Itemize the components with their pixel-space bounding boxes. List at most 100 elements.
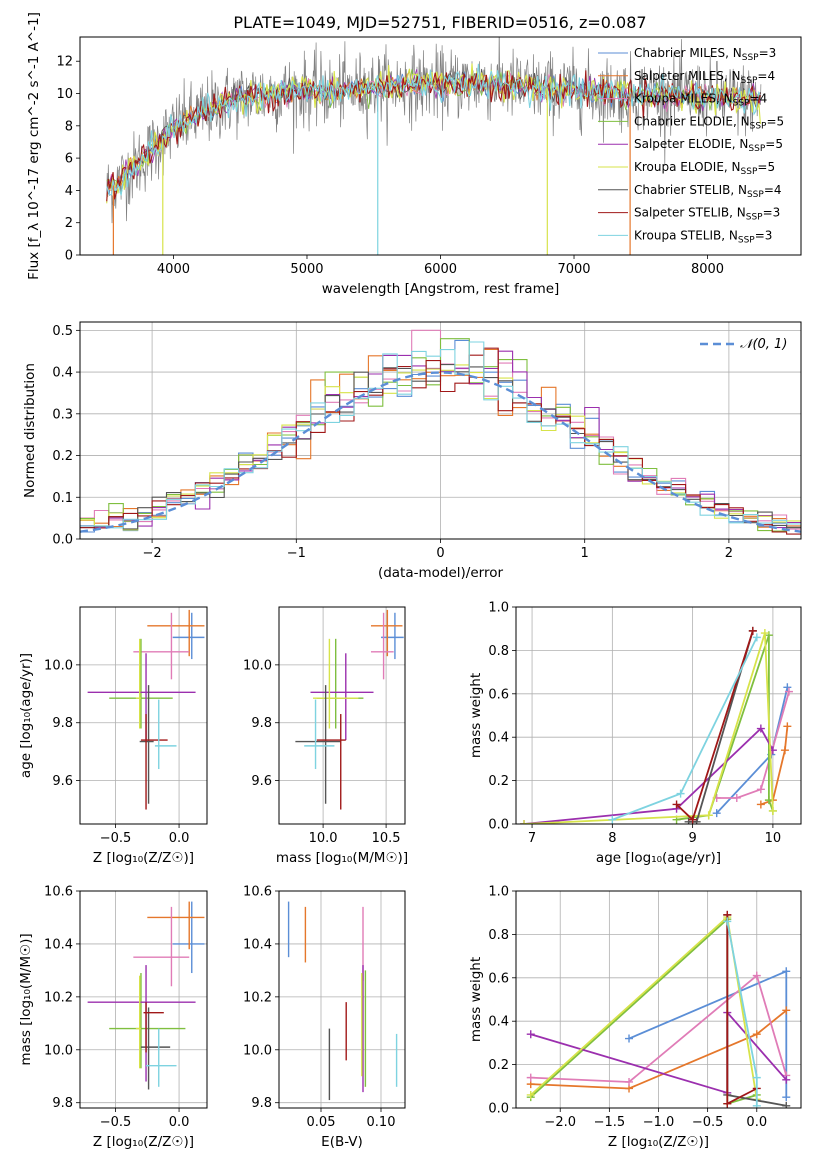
- plot-area: [526, 910, 791, 1108]
- legend-label-kroupa-miles: Kroupa MILES, NSSP=4: [634, 92, 767, 109]
- weight-marker: [780, 746, 789, 755]
- weight-line-kroupa-miles: [530, 974, 788, 1083]
- y-tick-label: 10.6: [44, 885, 73, 900]
- weight-marker: [526, 1030, 535, 1039]
- x-tick-label: 0.0: [746, 1115, 767, 1130]
- y-tick-label: 8: [65, 119, 73, 134]
- axes-overlay: −2.0 −1.5 −1.0 −0.5 0.0 0.0 0.2 0.4 0.6 0.8 1.0 Z […: [468, 885, 802, 1150]
- y-axis-label: mass weight: [468, 957, 484, 1042]
- errorbar-salpeter-elodie: [310, 653, 374, 741]
- plot-area: [87, 609, 205, 810]
- weight-marker: [768, 806, 777, 815]
- x-tick-label: −1: [287, 546, 306, 561]
- y-axis-label: Normed distribution: [22, 363, 38, 498]
- x-tick-label: 1: [581, 546, 589, 561]
- axes-frame: [79, 890, 208, 1109]
- weight-marker: [684, 817, 693, 824]
- x-tick-label: 8000: [691, 262, 724, 277]
- errorbar-salpeter-stelib: [316, 714, 346, 810]
- y-tick-label: 12: [56, 55, 73, 70]
- y-tick-label: 0.0: [52, 533, 73, 548]
- errorbar-kroupa-elodie: [135, 975, 141, 1069]
- axes-overlay: 4000 5000 6000 7000 8000 0 2 4 6 8 10 12 wavelength …: [26, 12, 802, 297]
- chart-mass-vs-ebv: 0.05 0.10 9.8 10.0 10.2 10.4 10.6 E(B-V): [243, 885, 406, 1150]
- errorbar-salpeter-stelib: [140, 714, 168, 810]
- x-tick-label: 5000: [290, 262, 323, 277]
- x-tick-label: 0.0: [169, 831, 190, 846]
- weight-marker: [783, 722, 792, 731]
- weight-marker: [752, 1073, 761, 1082]
- errorbar-salpeter-stelib: [143, 1002, 164, 1053]
- y-tick-label: 10: [56, 87, 73, 102]
- model-line-salpeter-stelib: [106, 70, 761, 202]
- weight-marker: [756, 785, 765, 794]
- plot-area: [80, 329, 801, 535]
- y-tick-label: 0.0: [488, 818, 509, 833]
- y-tick-label: 4: [65, 184, 73, 199]
- y-tick-label: 0: [65, 249, 73, 264]
- y-tick-label: 10.0: [243, 1043, 272, 1058]
- weight-marker: [783, 683, 792, 692]
- y-tick-label: 9.8: [52, 716, 73, 731]
- weight-line-salpeter-miles: [530, 1009, 787, 1090]
- errorbar-kroupa-elodie: [135, 638, 141, 729]
- weight-marker: [782, 1075, 791, 1084]
- y-tick-label: 10.0: [44, 658, 73, 673]
- y-tick-label: 2: [65, 216, 73, 231]
- weight-marker: [782, 1093, 791, 1102]
- chart-age-vs-mass: 10.0 10.5 9.6 9.8 10.0 mass [log₁₀(M/M☉)]: [243, 606, 408, 866]
- weight-marker: [526, 1073, 535, 1082]
- model-line-kroupa-stelib: [106, 63, 761, 196]
- y-tick-label: 0.4: [488, 1015, 509, 1030]
- plot-area: [106, 37, 762, 255]
- weight-marker: [676, 789, 685, 798]
- errorbar-salpeter-miles: [147, 901, 205, 950]
- y-tick-label: 9.8: [251, 1096, 272, 1111]
- axes-frame: [278, 606, 406, 825]
- y-tick-label: 6: [65, 152, 73, 167]
- x-tick-label: 0: [436, 546, 444, 561]
- x-axis-label: E(B-V): [321, 1134, 363, 1150]
- x-axis-label: age [log₁₀(age/yr)]: [596, 850, 721, 866]
- y-tick-label: 10.6: [243, 885, 272, 900]
- y-tick-label: 10.2: [44, 990, 73, 1005]
- errorbar-chabrier-stelib: [295, 685, 341, 804]
- x-tick-label: −0.5: [100, 831, 132, 846]
- x-tick-label: 6000: [424, 262, 457, 277]
- weight-marker: [625, 1077, 634, 1086]
- errorbar-kroupa-stelib: [304, 699, 335, 770]
- weight-marker: [760, 629, 769, 638]
- model-line-kroupa-elodie: [106, 63, 761, 204]
- errorbar-salpeter-miles: [370, 609, 403, 657]
- weight-line-salpeter-elodie: [523, 727, 774, 824]
- x-tick-label: 9: [688, 831, 696, 846]
- axes-overlay: −0.5 0.0 9.6 9.8 10.0 Z [log₁₀(Z/Z☉)] age [log…: [18, 606, 208, 866]
- x-axis-label: Z [log₁₀(Z/Z☉)]: [608, 1134, 709, 1150]
- y-axis-label: mass [log₁₀(M/M☉)]: [18, 933, 34, 1065]
- plot-area: [295, 609, 404, 810]
- y-tick-label: 0.4: [52, 366, 73, 381]
- weight-marker: [608, 815, 617, 824]
- y-tick-label: 9.8: [52, 1096, 73, 1111]
- axes-overlay: 0.05 0.10 9.8 10.0 10.2 10.4 10.6 E(B-V): [243, 885, 406, 1150]
- weight-marker: [692, 817, 701, 824]
- weight-marker: [704, 811, 713, 820]
- y-tick-label: 0.2: [488, 1058, 509, 1073]
- x-tick-label: 2: [725, 546, 733, 561]
- plot-area: [87, 901, 205, 1090]
- x-tick-label: 0.05: [307, 1115, 336, 1130]
- x-axis-label: (data-model)/error: [378, 565, 504, 581]
- legend-label-normal: 𝒩(0, 1): [740, 337, 787, 352]
- chart-weight-vs-Z: −2.0 −1.5 −1.0 −0.5 0.0 0.0 0.2 0.4 0.6 0.8 1.0 Z […: [468, 885, 802, 1150]
- y-tick-label: 10.0: [243, 658, 272, 673]
- x-tick-label: 4000: [157, 262, 190, 277]
- chart-mass-vs-Z: −0.5 0.0 9.8 10.0 10.2 10.4 10.6 Z [log₁₀(Z/Z☉)…: [18, 885, 208, 1150]
- y-tick-label: 0.6: [488, 971, 509, 986]
- weight-marker: [520, 820, 529, 824]
- weight-marker: [784, 687, 793, 696]
- errorbar-kroupa-stelib: [154, 699, 177, 770]
- y-tick-label: 0.1: [52, 491, 73, 506]
- y-tick-label: 9.6: [251, 774, 272, 789]
- errorbar-salpeter-miles: [147, 609, 205, 657]
- axes-overlay: −0.5 0.0 9.8 10.0 10.2 10.4 10.6 Z [log₁₀(Z/Z☉)…: [18, 885, 208, 1150]
